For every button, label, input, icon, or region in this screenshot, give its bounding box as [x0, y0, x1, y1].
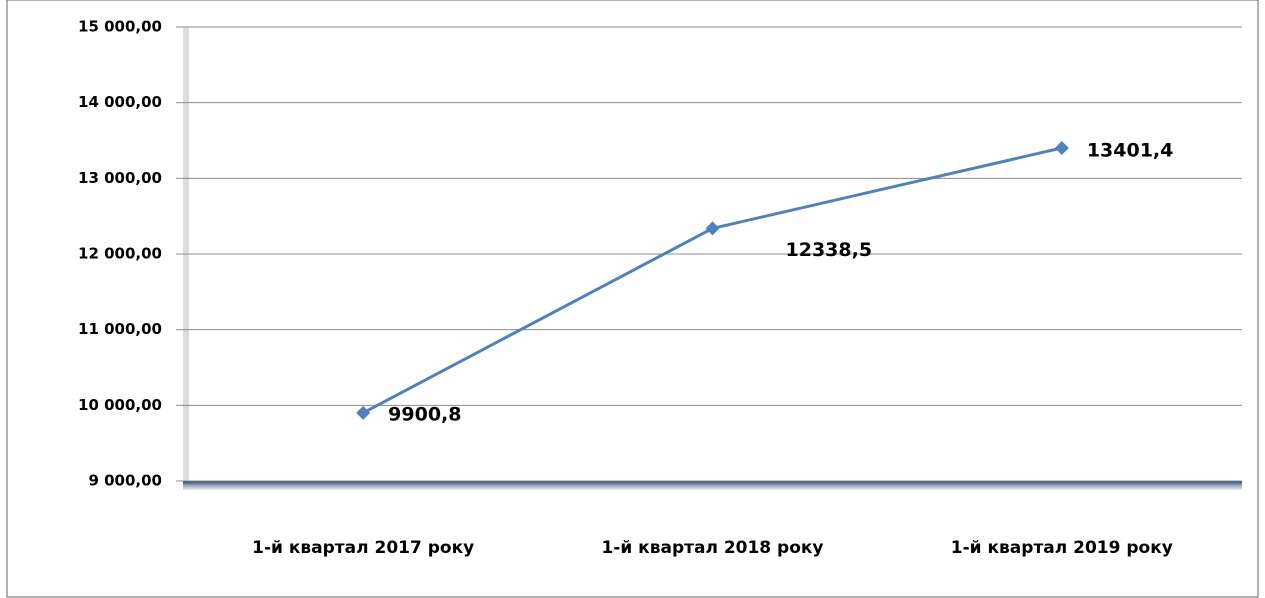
y-tick-label: 15 000,00: [78, 18, 162, 36]
marker: [1054, 140, 1069, 155]
x-axis: [183, 481, 1242, 490]
line: [362, 146, 1063, 415]
data-label: 12338,5: [786, 239, 873, 261]
data-label: 9900,8: [388, 403, 461, 425]
marker: [356, 405, 371, 420]
y-tick-label: 14 000,00: [78, 93, 162, 111]
x-tick-label: 1-й квартал 2017 року: [252, 538, 474, 558]
y-tick-label: 13 000,00: [78, 169, 162, 187]
y-tick-label: 12 000,00: [78, 245, 162, 263]
x-tick-label: 1-й квартал 2018 року: [601, 538, 823, 558]
data-label: 13401,4: [1087, 139, 1174, 161]
y-axis: [183, 27, 189, 483]
x-tick-label: 1-й квартал 2019 року: [951, 538, 1173, 558]
marker: [705, 221, 720, 236]
chart-frame: [6, 0, 1259, 598]
y-tick-label: 11 000,00: [78, 320, 162, 338]
y-tick-label: 9 000,00: [88, 472, 162, 490]
y-tick-label: 10 000,00: [78, 396, 162, 414]
